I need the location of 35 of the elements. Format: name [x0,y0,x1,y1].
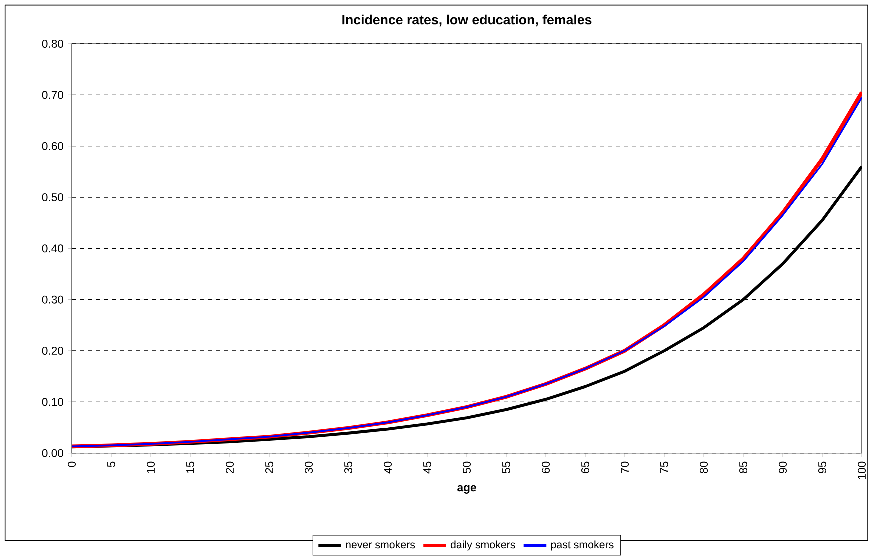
x-axis-title: age [458,486,476,494]
legend-label: never smokers [346,540,416,549]
x-tick-label: 70 [621,462,630,474]
x-tick-label: 15 [186,462,194,474]
x-tick-label: 35 [344,462,353,474]
legend-label: daily smokers [450,540,516,551]
y-tick-label: 0.60 [42,142,64,150]
x-tick-label: 40 [384,462,392,474]
y-tick-label: 0.00 [42,449,64,458]
x-tick-label: 85 [740,462,748,474]
x-tick-label: 55 [502,462,510,474]
y-tick-label: 0.20 [42,347,64,356]
y-tick-label: 0.70 [42,91,64,100]
x-tick-label: 20 [226,462,234,474]
y-tick-label: 0.40 [42,244,64,253]
x-tick-label: 65 [582,462,590,474]
chart-title: Incidence rates, low education, females [342,14,592,27]
x-tick-label: 60 [542,462,550,474]
x-tick-label: 25 [266,462,274,474]
x-tick-label: 0 [68,462,76,468]
legend-label: past smokers [551,540,614,551]
x-tick-label: 80 [700,462,708,474]
y-tick-label: 0.30 [42,296,64,304]
x-tick-label: 50 [463,462,472,474]
x-tick-label: 10 [147,462,156,474]
x-tick-label: 95 [818,462,827,474]
y-tick-label: 0.80 [42,40,64,48]
x-tick-label: 100 [858,462,866,480]
x-tick-label: 45 [424,462,432,474]
y-tick-label: 0.10 [42,398,64,406]
y-tick-label: 0.50 [42,194,64,202]
x-tick-label: 75 [660,462,668,474]
x-tick-label: 5 [108,462,116,468]
x-tick-label: 90 [779,462,788,474]
x-tick-label: 30 [305,462,314,474]
